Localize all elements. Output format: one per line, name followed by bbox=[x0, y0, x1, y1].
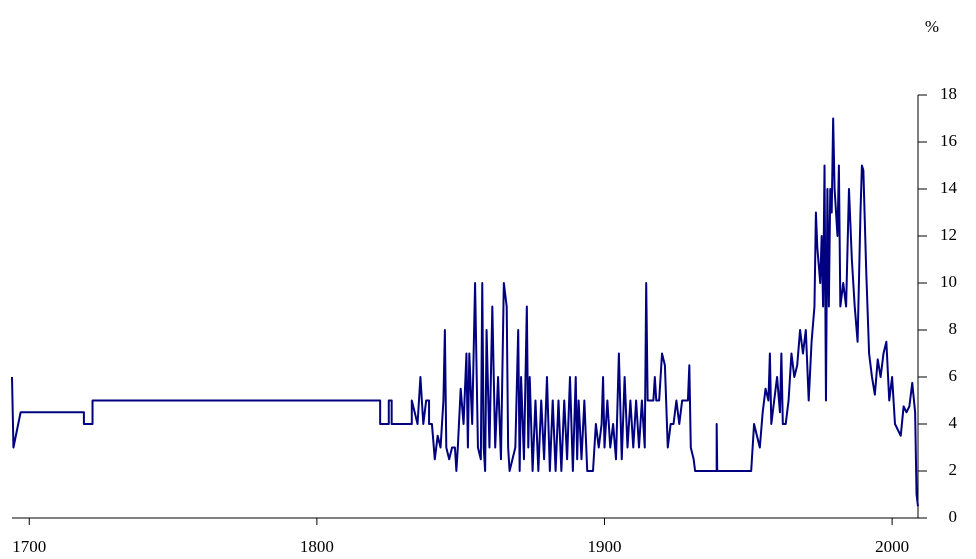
y-tick-label: 0 bbox=[949, 507, 958, 526]
y-tick-label: 12 bbox=[940, 225, 957, 244]
y-tick-label: 4 bbox=[949, 413, 958, 432]
x-tick-label: 1900 bbox=[587, 537, 621, 556]
x-tick-label: 1700 bbox=[12, 537, 46, 556]
y-tick-label: 8 bbox=[949, 319, 958, 338]
y-tick-label: 6 bbox=[949, 366, 958, 385]
y-tick-label: 2 bbox=[949, 460, 958, 479]
x-tick-label: 1800 bbox=[300, 537, 334, 556]
y-tick-label: 16 bbox=[940, 131, 957, 150]
y-tick-label: 18 bbox=[940, 84, 957, 103]
y-tick-label: 14 bbox=[940, 178, 958, 197]
x-tick-label: 2000 bbox=[875, 537, 909, 556]
y-axis-unit: % bbox=[925, 17, 939, 36]
data-line bbox=[11, 117, 919, 507]
y-tick-label: 10 bbox=[940, 272, 957, 291]
